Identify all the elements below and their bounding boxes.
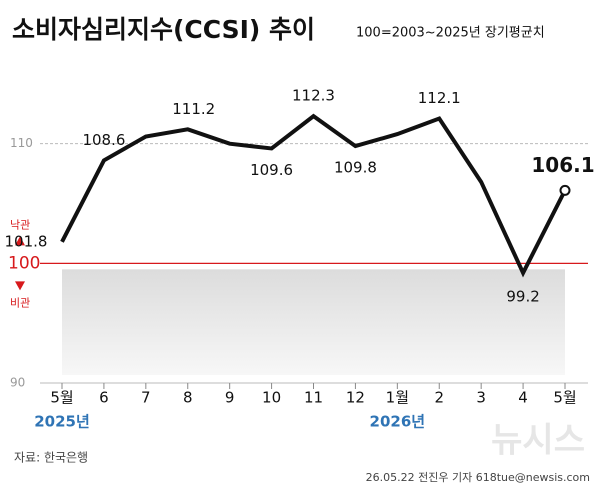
x-tick-label: 12 [346,389,365,407]
lower-label: 비관 [10,296,30,309]
x-tick-label: 11 [304,389,323,407]
value-label: 106.1 [531,153,594,177]
x-tick-label: 5월 [50,389,73,407]
x-tick-label: 6 [99,389,109,407]
year-label: 2025년 [34,413,90,431]
value-label: 109.8 [334,159,377,177]
year-label: 2026년 [370,413,426,431]
x-tick-label: 3 [476,389,486,407]
x-tick-label: 4 [518,389,528,407]
watermark: 뉴시스 [491,421,585,461]
line [60,113,567,278]
y-tick-label: 90 [10,376,25,390]
source: 자료: 한국은행 [14,450,88,465]
x-tick-label: 2 [434,389,444,407]
value-label: 111.2 [172,100,215,118]
x-tick-label: 5월 [553,389,576,407]
chart-subtitle: 100=2003~2025년 장기평균치 [356,26,545,41]
up-arrow [15,236,25,246]
down-arrow [15,281,25,291]
value-label: 101.8 [5,232,48,250]
x-tick-label: 7 [141,389,151,407]
value-label: 109.6 [250,161,293,179]
y-tick-label: 110 [10,136,33,150]
value-label: 112.1 [418,89,461,107]
credit: 26.05.22 전진우 기자 618tue@newsis.com [366,471,590,484]
value-label: 108.6 [82,131,125,149]
upper-label: 낙관 [10,218,30,231]
value-label: 112.3 [292,87,335,105]
chart-title: 소비자심리지수(CCSI) 추이 [12,15,315,44]
below-average-area [62,269,565,375]
x-tick-label: 10 [262,389,281,407]
x-tick-label: 1월 [386,389,409,407]
y-tick-label: 100 [8,253,40,273]
value-label: 99.2 [506,287,539,305]
x-tick-label: 9 [225,389,235,407]
x-tick-label: 8 [183,389,193,407]
end-point [559,184,571,196]
